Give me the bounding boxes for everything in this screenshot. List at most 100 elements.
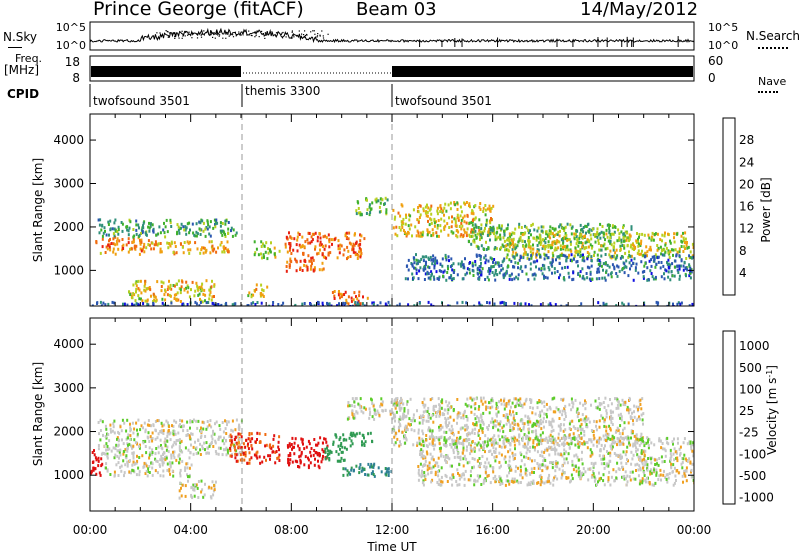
scatter-cell [475,421,478,425]
scatter-cell [494,424,497,428]
scatter-cell [633,410,635,414]
scatter-cell [570,439,573,443]
scatter-cell [595,440,598,444]
scatter-cell [492,260,494,264]
scatter-cell [436,261,439,265]
scatter-cell [446,454,449,458]
scatter-cell [584,402,587,406]
scatter-cell [350,296,353,300]
scatter-cell [690,268,693,272]
scatter-cell [521,405,524,409]
scatter-cell [338,290,340,293]
scatter-cell [524,434,527,438]
scatter-cell [417,468,420,472]
scatter-cell [593,436,596,440]
scatter-cell [350,468,353,472]
scatter-cell [515,251,518,255]
scatter-cell [164,225,167,229]
scatter-cell [480,244,483,248]
scatter-cell [177,438,180,442]
scatter-cell [482,396,485,400]
scatter-cell [138,226,140,230]
scatter-cell [506,227,509,230]
scatter-cell [548,435,551,439]
scatter-cell [148,229,151,233]
scatter-cell [167,428,170,432]
scatter-cell [247,294,250,298]
scatter-cell [128,226,131,230]
scatter-cell [452,231,455,235]
scatter-cell [456,468,459,472]
scatter-cell [344,290,347,294]
scatter-cell [640,260,643,264]
scatter-cell [586,257,589,261]
scatter-cell [336,459,339,463]
scatter-cell [516,253,519,257]
scatter-cell [559,244,562,248]
scatter-cell [324,457,327,461]
scatter-cell [492,227,495,231]
scatter-cell [546,233,549,237]
scatter-cell [431,228,434,232]
scatter-cell [139,239,141,242]
scatter-cell [118,432,121,436]
scatter-cell [469,261,471,264]
scatter-cell [551,226,554,230]
scatter-cell [634,440,637,444]
scatter-cell [584,241,587,245]
scatter-cell [607,404,610,408]
scatter-cell [577,458,580,462]
scatter-cell [643,474,646,477]
scatter-cell [445,425,448,429]
scatter-cell [606,462,609,466]
scatter-cell [190,288,192,292]
scatter-cell [213,488,216,492]
scatter-cell [147,286,150,290]
scatter-cell [501,300,504,304]
scatter-cell [479,238,481,241]
scatter-cell [182,251,185,255]
scatter-cell [615,256,618,260]
scatter-cell [647,440,649,444]
scatter-cell [248,432,251,435]
scatter-cell [457,472,459,475]
scatter-cell [487,246,490,250]
scatter-cell [491,271,494,274]
scatter-cell [558,261,561,265]
scatter-cell [200,248,203,252]
scatter-cell [351,412,354,416]
scatter-cell [403,434,405,438]
scatter-cell [430,258,433,262]
scatter-cell [664,475,667,479]
scatter-cell [431,455,434,459]
scatter-cell [664,454,667,458]
scatter-cell [173,297,176,300]
scatter-cell [139,241,142,245]
scatter-cell [499,233,502,237]
scatter-cell [596,235,599,239]
scatter-cell [563,448,566,452]
scatter-cell [683,437,686,441]
scatter-cell [405,234,408,238]
scatter-cell [440,400,443,404]
scatter-cell [554,242,557,246]
scatter-cell [418,301,421,305]
scatter-cell [506,248,509,252]
scatter-cell [443,430,446,434]
scatter-cell [590,440,593,444]
scatter-cell [562,253,565,257]
scatter-cell [528,449,531,453]
scatter-cell [307,466,310,470]
scatter-cell [418,439,421,443]
scatter-cell [577,442,580,445]
scatter-cell [269,454,272,458]
scatter-cell [347,401,350,404]
scatter-cell [429,255,432,259]
scatter-cell [537,481,540,485]
scatter-cell [208,293,211,297]
scatter-cell [511,278,514,282]
scatter-cell [114,243,117,247]
scatter-cell [440,229,443,233]
scatter-cell [469,446,472,450]
scatter-cell [466,445,468,449]
